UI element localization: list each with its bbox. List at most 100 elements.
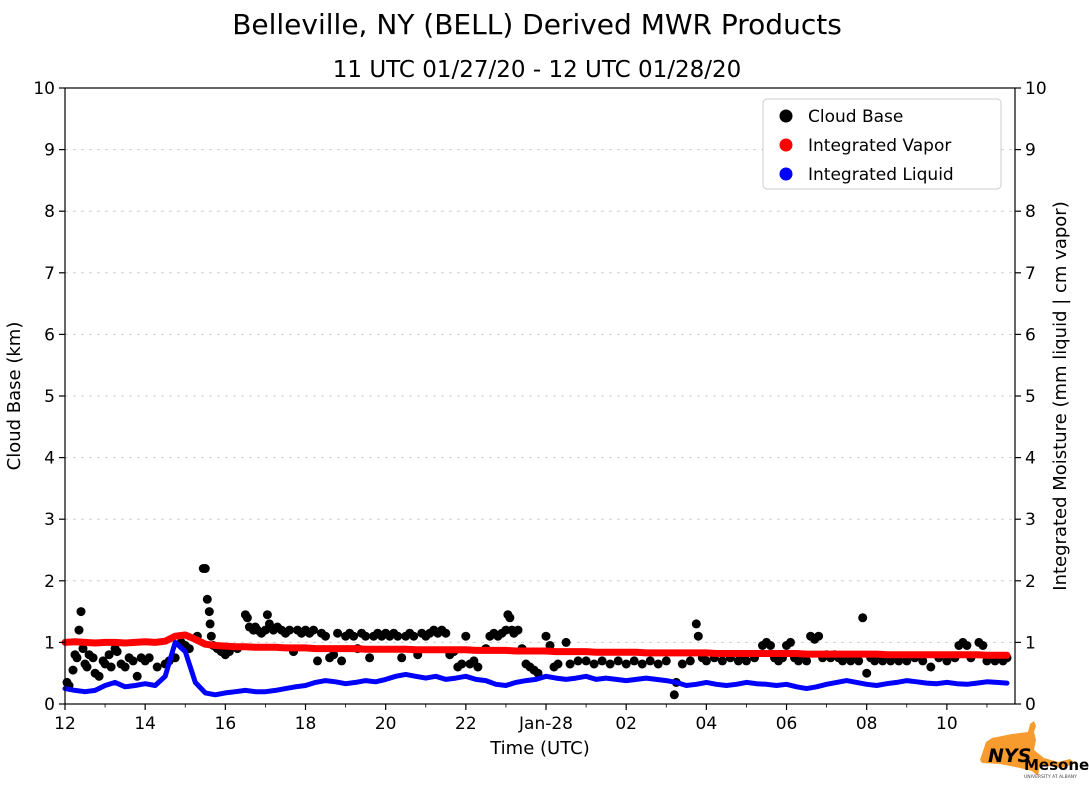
cloud-base-point: [766, 641, 775, 650]
x-tick-label: 12: [54, 714, 76, 734]
cloud-base-point: [128, 656, 138, 666]
x-tick-label: 04: [696, 714, 718, 734]
x-tick-label: 08: [856, 714, 878, 734]
cloud-base-point: [309, 625, 318, 635]
cloud-base-point: [854, 656, 864, 666]
cloud-base-point: [741, 656, 751, 666]
integrated-liquid-legend-marker: [779, 167, 793, 181]
cloud-base-point: [94, 671, 104, 681]
cloud-base-point: [72, 653, 82, 663]
cloud-base-point: [786, 637, 795, 647]
cloud-base-point: [461, 631, 471, 641]
cloud-base-point: [393, 631, 403, 641]
y-tick-label-right: 6: [1025, 325, 1036, 345]
x-tick-label: 06: [776, 714, 798, 734]
cloud-base-point: [132, 671, 142, 681]
y-tick-label-left: 1: [44, 633, 55, 653]
cloud-base-point: [621, 659, 631, 669]
cloud-base-point: [701, 656, 711, 666]
x-axis-label: Time (UTC): [489, 738, 590, 759]
cloud-base-point: [82, 662, 92, 672]
cloud-base-point: [74, 625, 84, 635]
legend-label: Integrated Vapor: [808, 136, 951, 156]
cloud-base-point: [858, 613, 868, 623]
cloud-base-point: [629, 656, 639, 666]
ny-state-shape: [980, 721, 1075, 776]
cloud-base-point: [802, 656, 812, 666]
y-tick-label-right: 0: [1025, 695, 1036, 715]
y-tick-label-left: 0: [44, 695, 55, 715]
cloud-base-point: [573, 656, 583, 666]
cloud-base-point: [397, 653, 407, 663]
y-tick-label-left: 6: [44, 325, 55, 345]
cloud-base-point: [653, 659, 663, 669]
cloud-base-legend-marker: [779, 109, 793, 123]
cloud-base-point: [76, 607, 86, 617]
cloud-base-point: [553, 659, 563, 669]
cloud-base-point: [365, 653, 375, 663]
cloud-base-point: [581, 656, 591, 666]
cloud-base-point: [337, 656, 347, 666]
cloud-base-point: [669, 690, 679, 700]
cloud-base-point: [409, 631, 419, 641]
y-tick-label-left: 7: [44, 264, 55, 284]
y-tick-label-right: 3: [1025, 510, 1036, 530]
cloud-base-point: [677, 659, 687, 669]
cloud-base-point: [645, 656, 655, 666]
y-tick-label-left: 4: [44, 449, 55, 469]
y-tick-label-right: 9: [1025, 141, 1036, 161]
y-tick-label-right: 7: [1025, 264, 1036, 284]
cloud-base-point: [242, 613, 252, 623]
x-tick-label: Jan-28: [518, 714, 573, 734]
cloud-base-point: [691, 619, 701, 629]
y-tick-label-left: 10: [33, 79, 55, 99]
cloud-base-point: [862, 668, 872, 678]
y-tick-label-right: 2: [1025, 572, 1036, 592]
y-axis-label-right: Integrated Moisture (mm liquid | cm vapo…: [1050, 201, 1071, 590]
cloud-base-point: [104, 650, 114, 660]
cloud-base-point: [685, 656, 695, 666]
x-tick-label: 20: [375, 714, 397, 734]
cloud-base-point: [205, 619, 215, 629]
x-tick-label: 18: [295, 714, 317, 734]
logo-mesonet-text: Mesonet: [1024, 756, 1089, 774]
cloud-base-point: [613, 656, 623, 666]
cloud-base-points: [62, 564, 1012, 700]
cloud-base-point: [962, 641, 972, 650]
cloud-base-point: [637, 659, 647, 669]
cloud-base-point: [561, 637, 571, 647]
cloud-base-point: [918, 656, 928, 666]
cloud-base-point: [313, 656, 322, 666]
cloud-base-point: [262, 610, 272, 620]
cloud-base-point: [505, 613, 515, 623]
x-tick-label: 22: [455, 714, 477, 734]
cloud-base-point: [333, 628, 343, 638]
cloud-base-point: [926, 662, 936, 672]
logo-nys-text: NYS: [988, 745, 1031, 767]
cloud-base-point: [206, 631, 216, 641]
y-axis-label-left: Cloud Base (km): [4, 322, 25, 471]
cloud-base-point: [144, 653, 154, 663]
cloud-base-point: [457, 659, 467, 669]
y-tick-label-left: 2: [44, 572, 55, 592]
x-tick-label: 02: [615, 714, 637, 734]
integrated-liquid-line: [62, 639, 1010, 698]
legend-label: Cloud Base: [808, 107, 903, 127]
x-tick-label: 14: [134, 714, 156, 734]
y-tick-label-left: 3: [44, 510, 55, 530]
cloud-base-point: [942, 656, 952, 666]
cloud-base-point: [541, 631, 551, 641]
cloud-base-point: [978, 641, 988, 650]
x-tick-label: 10: [936, 714, 958, 734]
cloud-base-point: [112, 647, 122, 657]
cloud-base-point: [565, 659, 575, 669]
cloud-base-point: [597, 656, 607, 666]
cloud-base-point: [106, 662, 116, 672]
cloud-base-point: [902, 656, 912, 666]
cloud-base-point: [814, 631, 824, 641]
legend: Cloud Base Integrated Vapor Integrated Liq…: [762, 98, 1002, 190]
cloud-base-point: [361, 631, 371, 641]
plot-area: 12 14 16 18 20 22 Jan-28 02 04 06 08 100 01 12 23 34 45 5…: [33, 79, 1046, 734]
integrated-vapor-line: [61, 631, 1011, 659]
